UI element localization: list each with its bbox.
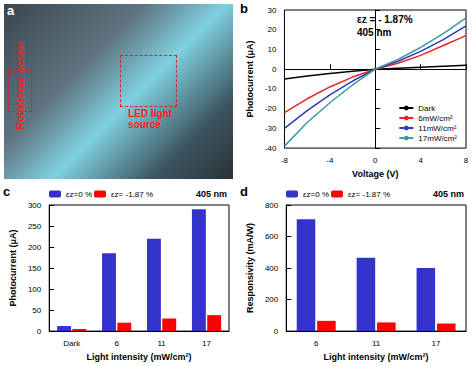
- svg-text:300: 300: [28, 201, 42, 210]
- svg-text:150: 150: [28, 264, 42, 273]
- svg-text:17mW/cm²: 17mW/cm²: [418, 134, 457, 143]
- svg-text:11mW/cm²: 11mW/cm²: [418, 124, 456, 133]
- svg-text:6mW/cm²: 6mW/cm²: [418, 114, 453, 123]
- svg-text:εz=0 %: εz=0 %: [303, 190, 329, 199]
- svg-text:0: 0: [373, 156, 378, 165]
- svg-text:6: 6: [314, 339, 319, 348]
- svg-text:405 nm: 405 nm: [433, 189, 464, 199]
- svg-text:30: 30: [268, 6, 277, 15]
- svg-text:11: 11: [372, 339, 381, 348]
- svg-text:Responsivity (mA/W): Responsivity (mA/W): [245, 223, 255, 313]
- svg-text:εz=0 %: εz=0 %: [66, 190, 92, 199]
- svg-text:400: 400: [265, 264, 279, 273]
- svg-text:10: 10: [268, 45, 277, 54]
- svg-text:405 nm: 405 nm: [196, 189, 227, 199]
- svg-text:0: 0: [37, 327, 42, 336]
- html-text:Rotational screw: Rotational screw: [14, 42, 26, 130]
- svg-text:6: 6: [114, 339, 119, 348]
- svg-text:c: c: [3, 184, 10, 199]
- html-text:LED light source: LED light source: [128, 108, 172, 130]
- svg-text:405 nm: 405 nm: [357, 27, 392, 38]
- svg-text:17: 17: [432, 339, 441, 348]
- svg-text:-4: -4: [326, 156, 334, 165]
- svg-text:200: 200: [28, 243, 42, 252]
- svg-text:20: 20: [268, 25, 277, 34]
- svg-text:Dark: Dark: [63, 339, 81, 348]
- html-text:a: a: [7, 3, 15, 18]
- svg-text:600: 600: [265, 232, 279, 241]
- svg-text:Photocurrent (μA): Photocurrent (μA): [8, 230, 18, 307]
- svg-text:0: 0: [272, 65, 277, 74]
- svg-text:-8: -8: [281, 156, 289, 165]
- svg-text:-10: -10: [265, 84, 277, 93]
- svg-text:Photocurrent (μA): Photocurrent (μA): [245, 41, 255, 118]
- svg-text:Light intensity (mW/cm²): Light intensity (mW/cm²): [87, 352, 192, 362]
- svg-text:b: b: [240, 1, 248, 16]
- svg-text:200: 200: [265, 295, 279, 304]
- svg-text:εz= -1.87 %: εz= -1.87 %: [111, 190, 153, 199]
- svg-text:-40: -40: [265, 144, 277, 153]
- svg-text:Light intensity (mW/cm²): Light intensity (mW/cm²): [324, 352, 429, 362]
- svg-text:εz = - 1.87%: εz = - 1.87%: [357, 14, 413, 25]
- svg-text:εz= -1.87 %: εz= -1.87 %: [348, 190, 390, 199]
- svg-text:d: d: [240, 184, 248, 199]
- svg-text:Voltage (V): Voltage (V): [352, 169, 398, 179]
- svg-text:250: 250: [28, 222, 42, 231]
- svg-text:800: 800: [265, 201, 279, 210]
- svg-text:11: 11: [157, 339, 166, 348]
- svg-text:8: 8: [464, 156, 469, 165]
- svg-text:Dark: Dark: [418, 104, 436, 113]
- svg-text:-20: -20: [265, 104, 277, 113]
- svg-text:4: 4: [418, 156, 423, 165]
- svg-text:17: 17: [202, 339, 211, 348]
- svg-text:50: 50: [32, 306, 41, 315]
- svg-text:100: 100: [28, 285, 42, 294]
- svg-text:-30: -30: [265, 124, 277, 133]
- svg-text:0: 0: [274, 327, 279, 336]
